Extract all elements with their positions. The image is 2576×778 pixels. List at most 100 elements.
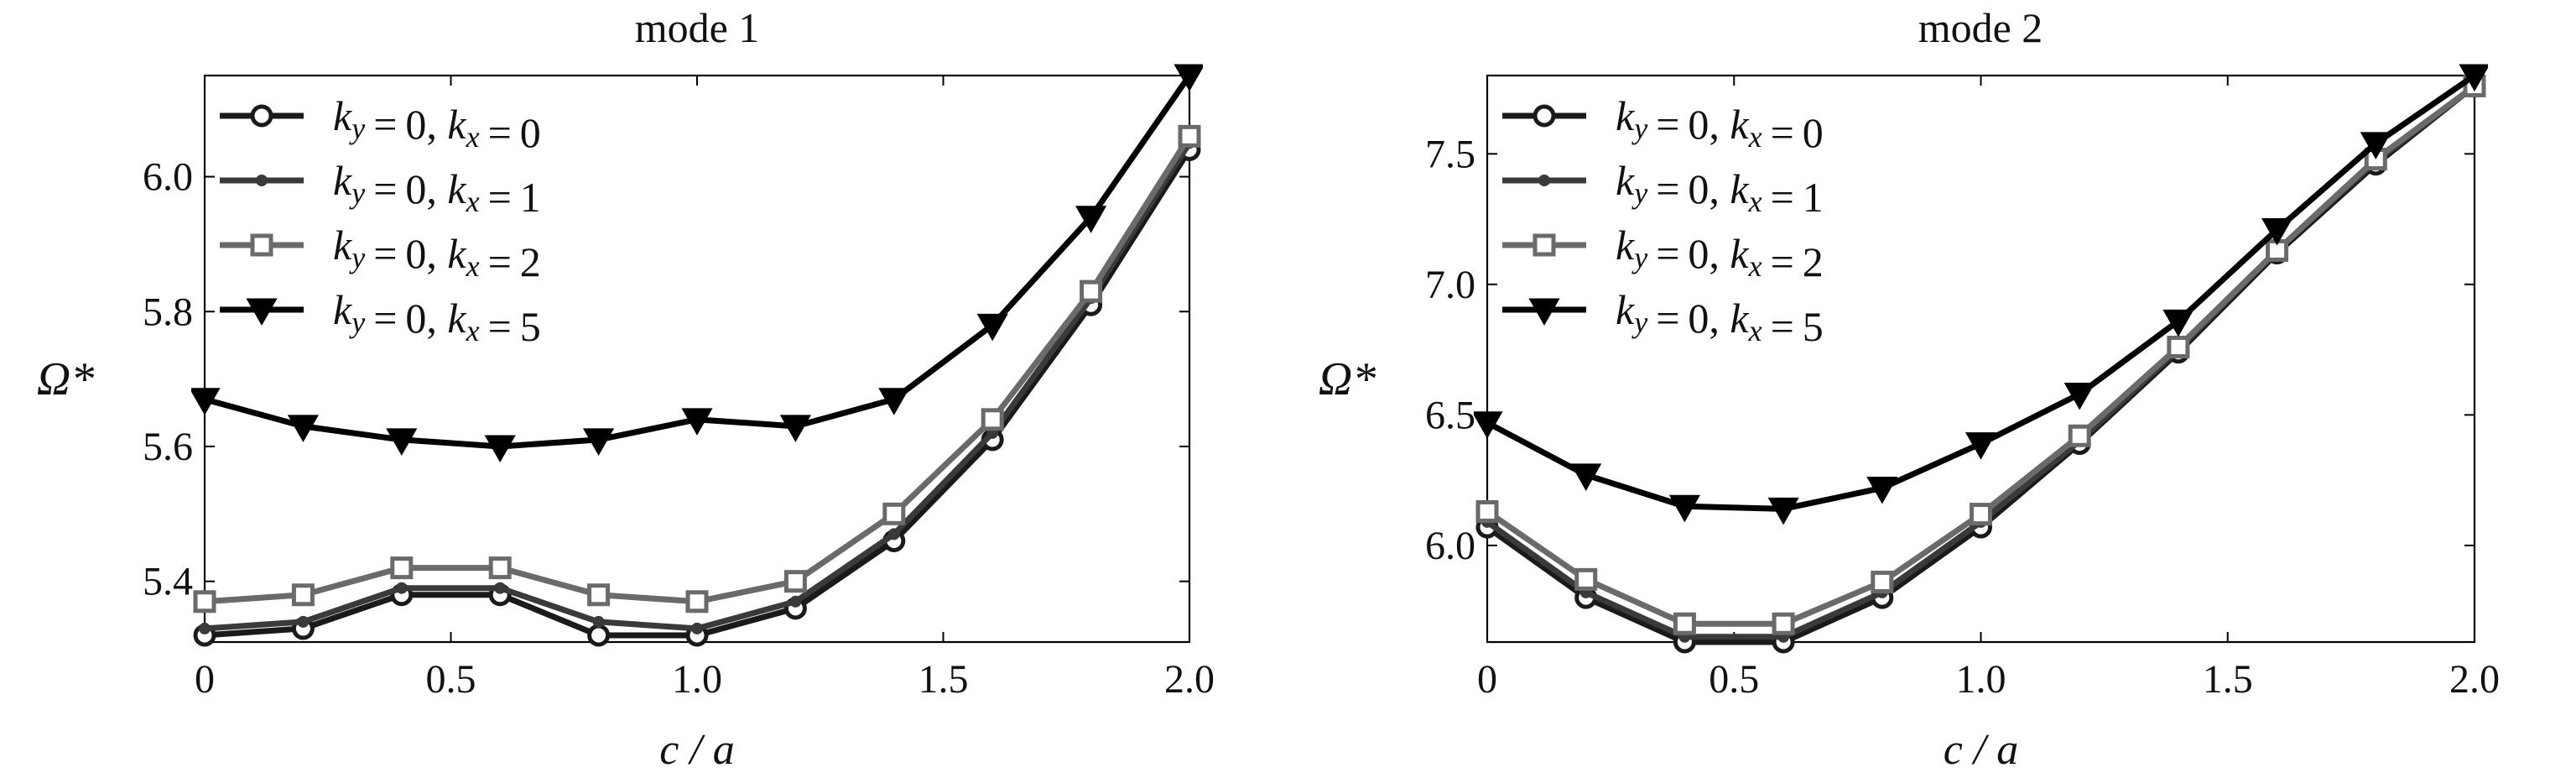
chart-panel-2: mode 2 0 0.5 1.0 1.5 2.0 6.0 6.5 7.0 7.5 c / a Ω* ky…	[1319, 4, 2500, 774]
series-line	[1485, 83, 2477, 645]
legend-entry-2: ky = 0, kx = 1	[1502, 157, 1824, 221]
data-point	[191, 388, 221, 415]
data-point	[1075, 206, 1107, 233]
series-4	[1474, 64, 2488, 525]
x-tick-label: 2.0	[1164, 657, 1215, 702]
data-point	[1772, 612, 1795, 635]
plot-content	[191, 64, 1203, 647]
series-line	[204, 148, 1192, 639]
series-line	[1485, 83, 2477, 640]
legend-marker	[1538, 175, 1550, 186]
legend-label: ky = 0, kx = 5	[333, 286, 541, 350]
y-axis-label: Ω*	[37, 353, 95, 405]
legend-marker	[1533, 233, 1556, 257]
data-point	[1970, 503, 1992, 526]
data-point	[583, 428, 615, 456]
data-point	[287, 415, 319, 442]
y-axis-label: Ω*	[1319, 353, 1376, 405]
x-tick-label: 0.5	[1709, 657, 1759, 702]
x-tick-label: 1.5	[919, 657, 969, 702]
data-point	[199, 622, 211, 634]
legend-marker	[246, 298, 278, 326]
x-axis-label: c / a	[1944, 726, 2019, 774]
data-point	[1767, 497, 1799, 525]
series-3	[193, 124, 1201, 614]
legend-marker	[1533, 104, 1556, 128]
data-point	[484, 435, 516, 462]
x-tick-label: 0	[1477, 657, 1497, 702]
data-point	[1475, 499, 1499, 523]
legend-label: ky = 0, kx = 0	[333, 92, 541, 156]
data-point	[1668, 494, 1700, 523]
data-point	[887, 528, 900, 540]
data-point	[1574, 567, 1598, 591]
data-point	[193, 590, 216, 614]
y-tick-label: 5.6	[143, 425, 193, 469]
x-tick-label: 1.0	[672, 657, 722, 702]
data-point	[2459, 64, 2488, 92]
y-tick-label: 7.0	[1425, 263, 1475, 307]
series-4	[191, 64, 1203, 462]
y-tick-label: 6.5	[1425, 393, 1475, 437]
data-point	[2261, 218, 2293, 246]
chart-panel-1: mode 1 0 0.5 1.0 1.5 2.0 5.4 5.6 5.8 6.0 c / a Ω* ky…	[37, 4, 1215, 774]
legend-label: ky = 0, kx = 1	[333, 157, 541, 221]
legend-label: ky = 0, kx = 1	[1616, 157, 1824, 221]
legend-entry-4: ky = 0, kx = 5	[220, 286, 541, 350]
x-tick-label: 0.5	[426, 657, 476, 702]
legend-label: ky = 0, kx = 5	[1616, 286, 1824, 350]
x-axis-label: c / a	[659, 726, 735, 774]
data-point	[779, 415, 811, 442]
data-point	[2068, 424, 2091, 447]
x-tick-label: 2.0	[2449, 657, 2500, 702]
data-point	[587, 583, 611, 607]
data-point	[878, 388, 910, 415]
data-point	[1871, 570, 1894, 593]
y-tick-label: 7.5	[1425, 132, 1475, 176]
series-line	[1486, 83, 2477, 627]
data-point	[685, 590, 709, 614]
data-point	[691, 622, 703, 634]
legend-marker	[250, 233, 273, 257]
legend-marker	[1528, 298, 1560, 326]
data-point	[494, 582, 507, 594]
legend: ky = 0, kx = 0ky = 0, kx = 1 ky = 0, kx =…	[220, 92, 541, 350]
data-point	[783, 570, 807, 593]
legend: ky = 0, kx = 0ky = 0, kx = 1ky = 0, kx =…	[1502, 92, 1824, 350]
legend-entry-4: ky = 0, kx = 5	[1502, 286, 1824, 350]
series-1	[193, 138, 1201, 647]
series-3	[1475, 74, 2486, 635]
data-point	[1178, 124, 1201, 148]
legend-entry-1: ky = 0, kx = 0	[220, 92, 541, 156]
data-point	[681, 408, 713, 436]
legend-entry-3: ky = 0, kx = 2	[1502, 222, 1824, 285]
plot-area	[1486, 74, 2476, 644]
legend-label: ky = 0, kx = 2	[1616, 222, 1824, 285]
x-tick-label: 0	[195, 657, 215, 702]
data-point	[2063, 382, 2095, 410]
data-point	[395, 582, 408, 594]
data-point	[976, 313, 1008, 342]
data-point	[386, 428, 418, 456]
legend-entry-2: ky = 0, kx = 1	[220, 157, 541, 221]
legend-entry-1: ky = 0, kx = 0	[1502, 92, 1824, 156]
data-point	[1965, 432, 1997, 460]
y-tick-label: 6.0	[1425, 524, 1475, 568]
series-2	[199, 137, 1195, 634]
data-point	[1673, 612, 1696, 635]
data-point	[2167, 336, 2190, 359]
data-point	[1474, 411, 1503, 439]
y-tick-label: 5.8	[143, 290, 193, 334]
y-tick-label: 5.4	[143, 560, 193, 604]
data-point	[789, 595, 802, 608]
legend-marker	[250, 104, 273, 128]
data-point	[297, 615, 310, 628]
legend-marker	[256, 175, 268, 186]
data-point	[882, 502, 906, 525]
data-point	[488, 556, 512, 580]
data-point	[390, 556, 414, 580]
x-tick-label: 1.0	[1956, 657, 2006, 702]
data-point	[587, 624, 611, 647]
data-point	[1570, 463, 1602, 491]
